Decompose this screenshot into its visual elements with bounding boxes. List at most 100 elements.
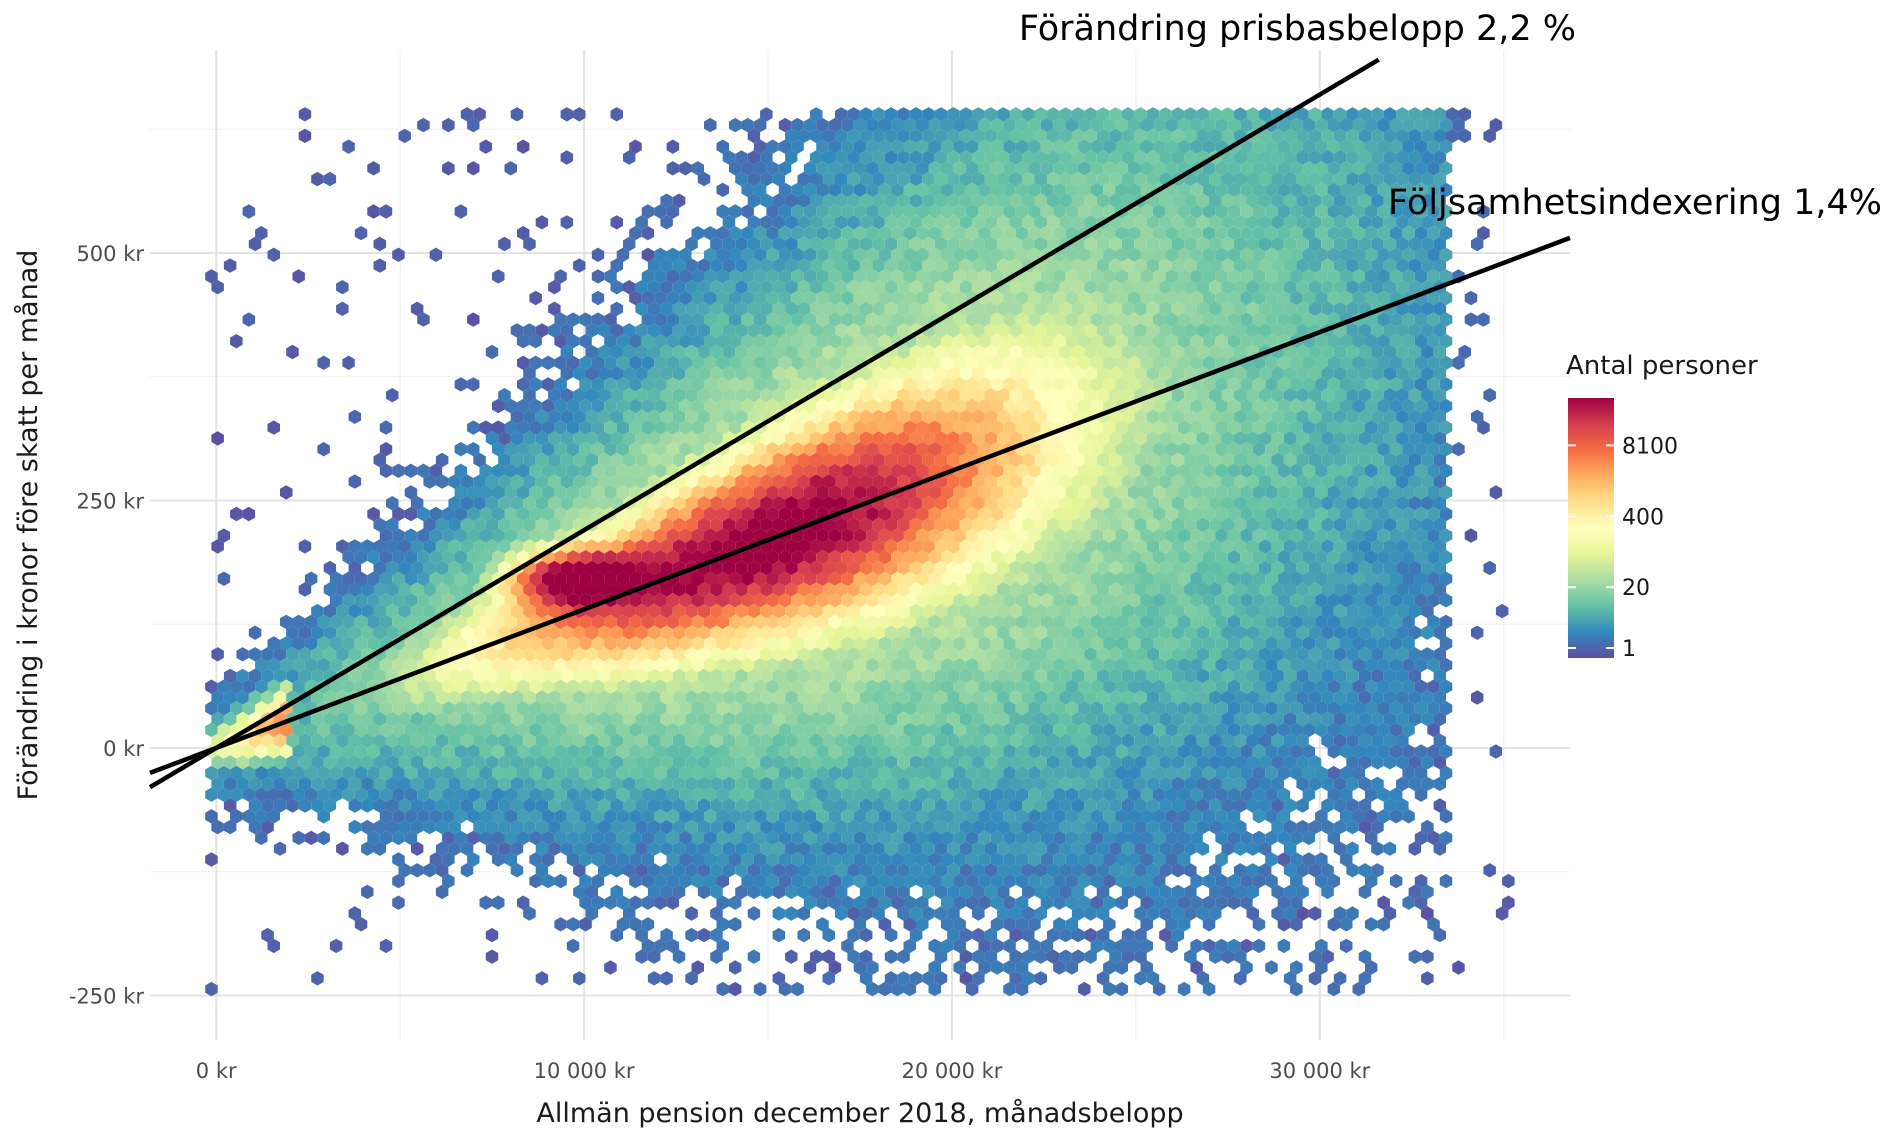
hex-bin (735, 150, 748, 165)
hex-bin (535, 215, 549, 230)
hex-bin (1146, 280, 1160, 295)
hex-bin (1408, 236, 1422, 252)
hex-bin (647, 409, 661, 424)
hex-bin (797, 193, 810, 208)
hex-bin (1096, 258, 1110, 273)
hex-bin (835, 236, 848, 252)
hex-bin (704, 269, 717, 284)
hex-bin (1059, 366, 1072, 381)
hex-bin (1333, 258, 1347, 273)
hex-bin (1290, 161, 1303, 176)
hex-bin (1121, 280, 1135, 295)
hex-bin (517, 377, 530, 392)
hex-bin (704, 247, 717, 262)
hex-bin (1365, 398, 1378, 414)
hex-bin (598, 344, 611, 360)
hex-bin (959, 388, 973, 403)
hex-bin (1090, 117, 1104, 133)
hex-bin (1065, 247, 1079, 262)
hex-bin (1302, 226, 1316, 241)
hex-bin (978, 182, 991, 198)
hex-bin (560, 366, 574, 381)
hex-bin (1333, 236, 1347, 252)
hex-bin (1134, 171, 1147, 187)
hex-bin (1383, 366, 1397, 381)
hex-bin (810, 344, 823, 360)
hex-bin (654, 377, 667, 392)
hex-bin (828, 182, 842, 198)
hex-bin (984, 107, 998, 122)
hex-bin (1177, 204, 1191, 219)
hex-bin (1333, 171, 1347, 187)
hex-bin (1028, 139, 1041, 154)
hex-bin (1221, 301, 1234, 316)
hex-bin (1209, 128, 1222, 144)
hex-bin (1290, 269, 1303, 284)
hex-bin (859, 171, 873, 187)
hex-bin (342, 355, 355, 370)
hex-bin (959, 323, 973, 338)
hex-bin (1421, 258, 1434, 273)
hex-bin (1333, 388, 1347, 403)
hex-bin (1365, 161, 1378, 176)
hex-bin (1315, 161, 1328, 176)
hex-bin (1240, 398, 1253, 414)
hex-bin (647, 323, 661, 338)
hex-bin (1040, 269, 1054, 284)
hex-bin (928, 269, 941, 284)
hex-bin (1283, 366, 1297, 381)
hex-bin (1015, 117, 1029, 133)
hex-bin (753, 139, 767, 154)
hex-bin (1028, 312, 1041, 327)
hex-bin (822, 431, 835, 446)
hex-bin (872, 128, 885, 144)
hex-bin (579, 355, 592, 370)
hex-bin (1296, 388, 1309, 403)
hex-bin (766, 312, 779, 327)
hex-bin (1352, 161, 1365, 176)
hex-bin (778, 139, 792, 154)
hex-bin (1053, 161, 1066, 176)
hex-bin (847, 258, 860, 273)
hex-bin (1153, 117, 1166, 133)
hex-bin (1315, 377, 1328, 392)
hex-bin (623, 150, 636, 165)
hex-bin (1171, 107, 1185, 122)
hex-bin (1121, 215, 1135, 230)
hex-bin (816, 334, 829, 349)
hex-bin (492, 398, 505, 414)
hex-bin (1315, 334, 1328, 349)
hex-bin (566, 312, 580, 327)
hex-bin (641, 290, 655, 306)
hex-bin (816, 269, 829, 284)
hex-bin (828, 312, 842, 327)
hex-bin (1265, 161, 1278, 176)
hex-bin (1358, 280, 1372, 295)
hex-bin (1196, 280, 1210, 295)
hex-bin (816, 398, 829, 414)
hex-bin (1396, 323, 1409, 338)
hex-bin (1153, 139, 1166, 154)
hex-bin (953, 334, 966, 349)
hex-bin (1308, 193, 1322, 208)
hex-bin (828, 204, 842, 219)
hex-bin (1414, 139, 1428, 154)
hex-bin (972, 388, 985, 403)
hex-bin (1408, 366, 1422, 381)
hex-bin (1421, 409, 1434, 424)
hex-bin (1165, 355, 1178, 370)
hex-bin (753, 182, 767, 198)
hex-bin (604, 420, 617, 435)
hex-bin (1009, 193, 1022, 208)
hex-bin (1215, 269, 1228, 284)
hex-bin (853, 269, 867, 284)
hex-bin (835, 215, 848, 230)
hex-bin (941, 226, 954, 241)
hex-bin (1121, 388, 1135, 403)
hex-bin (978, 377, 991, 392)
hex-bin (1346, 150, 1359, 165)
hex-bin (828, 269, 842, 284)
hex-bin (691, 290, 704, 306)
hex-bin (1128, 247, 1141, 262)
hex-bin (1059, 193, 1072, 208)
